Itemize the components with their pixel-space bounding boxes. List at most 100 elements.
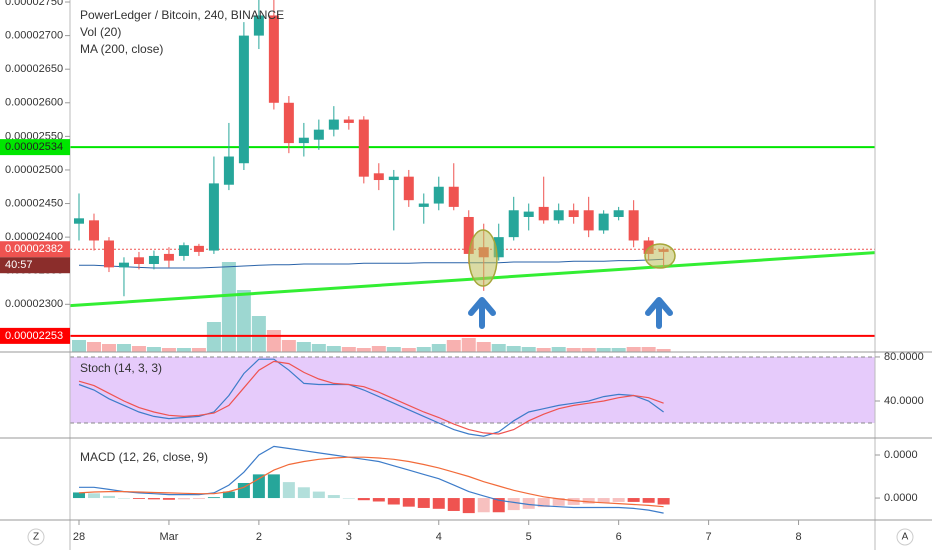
histogram-bar <box>627 498 640 502</box>
volume-bar <box>461 338 476 352</box>
candle-body <box>298 137 309 144</box>
volume-bar <box>311 344 326 352</box>
stoch-label: Stoch (14, 3, 3) <box>80 361 162 375</box>
volume-bar <box>476 342 491 352</box>
candle-body <box>433 186 444 204</box>
candle-body <box>238 35 249 164</box>
histogram-bar <box>132 498 145 499</box>
volume-bar <box>611 348 626 352</box>
candle-body <box>283 102 294 144</box>
histogram-bar <box>87 493 100 499</box>
highlight-ellipse <box>644 243 676 269</box>
candle-body <box>388 176 399 181</box>
zoom-button[interactable]: Z <box>33 532 39 543</box>
histogram-bar <box>147 498 160 500</box>
candle-body <box>268 15 279 103</box>
trend-line <box>70 251 875 308</box>
volume-bar <box>341 347 356 352</box>
histogram-bar <box>612 498 625 502</box>
macd-pane <box>72 445 670 514</box>
volume-bar <box>446 340 461 352</box>
histogram-bar <box>342 498 355 499</box>
histogram-bar <box>402 498 415 507</box>
candle-body <box>628 210 639 241</box>
volume-bar <box>206 322 221 352</box>
y-tick-label: 80.0000 <box>884 351 924 363</box>
histogram-bar <box>507 498 520 511</box>
candle-body <box>163 253 174 261</box>
histogram-bar <box>207 497 220 499</box>
volume-bar <box>221 262 236 352</box>
histogram-bar <box>462 498 475 514</box>
volume-bar <box>581 348 596 352</box>
volume-bar <box>536 348 551 352</box>
volume-bar <box>161 348 176 352</box>
auto-button-frame[interactable] <box>896 528 914 546</box>
histogram-bar <box>567 498 580 505</box>
x-tick-label: 2 <box>256 531 262 543</box>
candle-body <box>118 262 129 268</box>
arrow-up <box>468 297 496 329</box>
candle-body <box>373 173 384 181</box>
candle-body <box>253 15 264 36</box>
volume-bar <box>626 347 641 352</box>
price-label: 0.00002382 <box>5 243 63 255</box>
histogram-bar <box>312 491 325 499</box>
volume-bar <box>116 344 131 352</box>
candle-body <box>193 245 204 252</box>
candle-body <box>73 218 84 224</box>
price-pane <box>70 0 875 352</box>
volume-bar <box>236 290 251 352</box>
volume-bar <box>251 316 266 352</box>
histogram-bar <box>387 498 400 505</box>
y-tick-label: 0.00002650 <box>5 63 63 75</box>
histogram-bar <box>102 495 115 499</box>
y-tick-label: 0.00002750 <box>5 0 63 8</box>
y-tick-label: 0.00002600 <box>5 97 63 109</box>
highlight-ellipse <box>468 229 498 287</box>
x-tick-label: 4 <box>436 531 442 543</box>
histogram-bar <box>297 487 310 499</box>
volume-bar <box>551 347 566 352</box>
histogram-bar <box>192 498 205 499</box>
x-tick-label: Mar <box>159 531 178 543</box>
volume-bar <box>191 348 206 352</box>
candle-body <box>313 129 324 140</box>
y-tick-label: 0.00002450 <box>5 197 63 209</box>
candle-body <box>493 237 504 258</box>
auto-button[interactable]: A <box>902 532 909 543</box>
price-label-box <box>0 327 70 344</box>
macd-line <box>78 456 664 508</box>
volume-bar <box>86 342 101 352</box>
histogram-bar <box>552 498 565 506</box>
stoch-pane <box>70 356 875 437</box>
volume-bar <box>356 348 371 352</box>
volume-bar <box>296 342 311 352</box>
candle-body <box>358 119 369 177</box>
x-tick-label: 5 <box>526 531 532 543</box>
x-tick-label: 7 <box>706 531 712 543</box>
histogram-bar <box>417 498 430 508</box>
candle-body <box>613 210 624 217</box>
macd-label: MACD (12, 26, close, 9) <box>80 450 208 464</box>
zoom-button-frame[interactable] <box>27 528 45 546</box>
volume-bar <box>266 330 281 352</box>
candle-body <box>508 210 519 238</box>
histogram-bar <box>372 498 385 502</box>
volume-bar <box>596 348 611 352</box>
volume-bar <box>326 346 341 352</box>
volume-bar <box>386 347 401 352</box>
candle-body <box>463 216 474 254</box>
countdown-box <box>0 257 70 274</box>
price-label-box <box>0 139 70 156</box>
x-tick-label: 3 <box>346 531 352 543</box>
candle-body <box>538 206 549 221</box>
volume-bar <box>431 344 446 352</box>
candle-body <box>88 220 99 241</box>
x-tick-label: 8 <box>795 531 801 543</box>
histogram-bar <box>72 492 85 499</box>
candle-body <box>328 119 339 130</box>
